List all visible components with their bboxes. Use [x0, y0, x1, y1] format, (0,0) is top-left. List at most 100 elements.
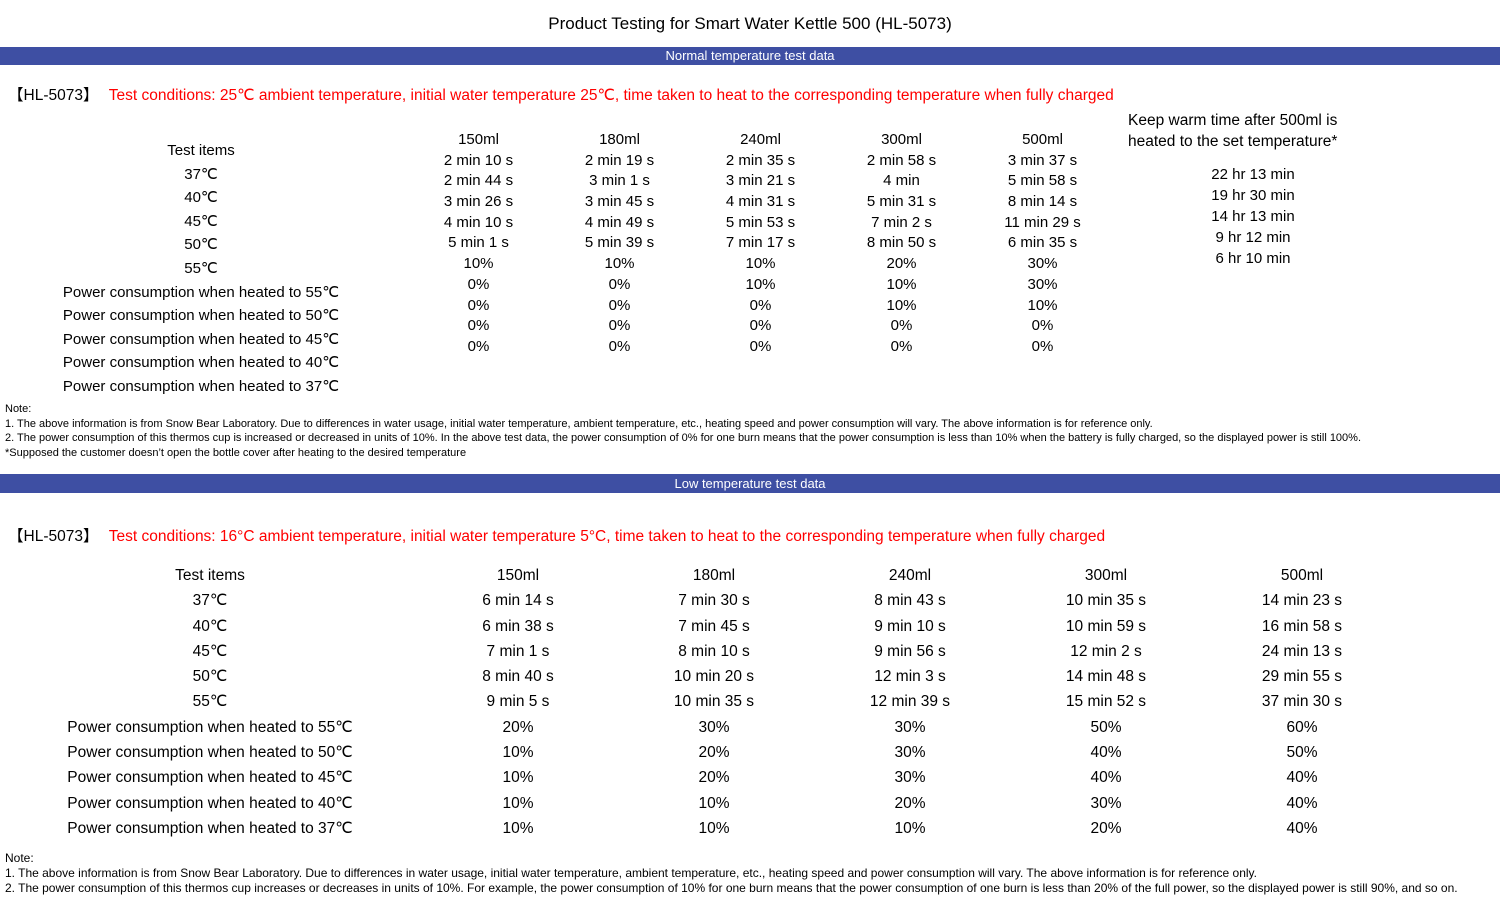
row-label: Power consumption when heated to 55℃ — [62, 283, 340, 301]
keep-warm-cell: 9 hr 12 min — [1215, 229, 1291, 246]
value-cell: 5 min 58 s — [1007, 172, 1078, 190]
value-cell: 20% — [894, 794, 926, 812]
volume-header: 240ml — [740, 131, 781, 148]
value-cell: 8 min 43 s — [874, 592, 946, 610]
value-cell: 10% — [604, 255, 635, 273]
value-cell: 50% — [1286, 744, 1318, 762]
table-row: 55℃ 9 min 5 s 10 min 35 s 12 min 39 s 15… — [0, 689, 1400, 714]
value-cell: 7 min 30 s — [678, 592, 750, 610]
value-cell: 30% — [894, 769, 926, 787]
value-cell: 30% — [1027, 255, 1058, 273]
volume-header: 150ml — [496, 567, 540, 584]
volume-header: 240ml — [888, 567, 932, 584]
row-label: Power consumption when heated to 50℃ — [67, 744, 353, 762]
page-title: Product Testing for Smart Water Kettle 5… — [548, 14, 952, 33]
value-cell: 9 min 5 s — [486, 693, 550, 711]
note-line: 2. The power consumption of this thermos… — [5, 881, 1458, 896]
row-label: 45℃ — [184, 212, 218, 230]
value-cell: 0% — [749, 296, 772, 314]
note-line: 1. The above information is from Snow Be… — [5, 417, 1153, 430]
row-label: 50℃ — [192, 668, 228, 686]
value-cell: 10 min 35 s — [673, 693, 755, 711]
keep-warm-cell: 19 hr 30 min — [1211, 187, 1295, 204]
value-cell: 8 min 14 s — [1007, 193, 1078, 211]
value-cell: 30% — [894, 718, 926, 736]
value-cell: 0% — [467, 296, 490, 314]
value-cell: 40% — [1286, 819, 1318, 837]
row-label: Power consumption when heated to 45℃ — [62, 330, 340, 348]
value-cell: 0% — [608, 275, 631, 293]
section-bar-normal-label: Normal temperature test data — [665, 48, 835, 63]
value-cell: 30% — [698, 718, 730, 736]
model-badge: 【HL-5073】 — [8, 87, 99, 104]
value-cell: 7 min 1 s — [486, 642, 550, 660]
value-cell: 10% — [1027, 296, 1058, 314]
value-cell: 2 min 44 s — [443, 172, 514, 190]
value-cell: 3 min 37 s — [1007, 151, 1078, 169]
value-cell: 20% — [502, 718, 534, 736]
test-conditions-normal-text: Test conditions: 25℃ ambient temperature… — [108, 87, 1114, 104]
note-line: Note: — [5, 403, 32, 415]
value-cell: 7 min 45 s — [678, 617, 750, 635]
value-cell: 0% — [749, 317, 772, 335]
value-cell: 7 min 2 s — [871, 213, 932, 231]
test-conditions-low-text: Test conditions: 16°C ambient temperatur… — [108, 528, 1106, 545]
value-cell: 5 min 53 s — [725, 213, 796, 231]
low-temp-table: Test items 150ml 180ml 240ml 300ml 500ml… — [0, 563, 1400, 841]
value-cell: 0% — [467, 337, 490, 355]
value-cell: 29 min 55 s — [1261, 668, 1343, 686]
value-cell: 0% — [467, 317, 490, 335]
value-cell: 20% — [1090, 819, 1122, 837]
value-cell: 0% — [467, 275, 490, 293]
normal-col-300ml: 300ml 2 min 58 s 4 min 5 min 31 s 7 min … — [831, 130, 972, 399]
table-row: 50℃ 8 min 40 s 10 min 20 s 12 min 3 s 14… — [0, 664, 1400, 689]
value-cell: 20% — [698, 769, 730, 787]
value-cell: 3 min 45 s — [584, 193, 655, 211]
value-cell: 10% — [698, 819, 730, 837]
row-label: 50℃ — [184, 236, 218, 254]
value-cell: 10 min 35 s — [1065, 592, 1147, 610]
row-label: 45℃ — [192, 642, 228, 660]
value-cell: 10% — [894, 819, 926, 837]
row-label: Power consumption when heated to 37℃ — [67, 819, 353, 837]
value-cell: 10% — [886, 296, 917, 314]
keep-warm-cell: 22 hr 13 min — [1211, 166, 1295, 183]
value-cell: 12 min 39 s — [869, 693, 951, 711]
value-cell: 10% — [886, 275, 917, 293]
row-label: Power consumption when heated to 50℃ — [62, 307, 340, 325]
value-cell: 3 min 1 s — [589, 172, 650, 190]
value-cell: 10% — [502, 769, 534, 787]
value-cell: 40% — [1286, 769, 1318, 787]
value-cell: 10% — [745, 255, 776, 273]
notes-low: Note: 1. The above information is from S… — [5, 851, 1458, 897]
normal-col-180ml: 180ml 2 min 19 s 3 min 1 s 3 min 45 s 4 … — [549, 130, 690, 399]
normal-col-240ml: 240ml 2 min 35 s 3 min 21 s 4 min 31 s 5… — [690, 130, 831, 399]
value-cell: 7 min 17 s — [725, 234, 796, 252]
value-cell: 6 min 35 s — [1007, 234, 1078, 252]
value-cell: 2 min 35 s — [725, 151, 796, 169]
keep-warm-cell: 6 hr 10 min — [1215, 250, 1291, 267]
value-cell: 10 min 59 s — [1065, 617, 1147, 635]
table-header-row: Test items 150ml 180ml 240ml 300ml 500ml — [0, 563, 1400, 588]
table-row: Power consumption when heated to 50℃ 10%… — [0, 740, 1400, 765]
volume-header: 300ml — [1084, 567, 1128, 584]
value-cell: 12 min 3 s — [874, 668, 946, 686]
value-cell: 4 min 31 s — [725, 193, 796, 211]
value-cell: 6 min 14 s — [482, 592, 554, 610]
test-conditions-normal: 【HL-5073】 Test conditions: 25℃ ambient t… — [8, 83, 1114, 105]
row-label: 40℃ — [192, 617, 228, 635]
value-cell: 37 min 30 s — [1261, 693, 1343, 711]
table-row: 37℃ 6 min 14 s 7 min 30 s 8 min 43 s 10 … — [0, 588, 1400, 613]
volume-header: 500ml — [1280, 567, 1324, 584]
row-label: 40℃ — [184, 189, 218, 207]
value-cell: 14 min 48 s — [1065, 668, 1147, 686]
value-cell: 0% — [1031, 317, 1054, 335]
value-cell: 12 min 2 s — [1070, 642, 1142, 660]
value-cell: 5 min 31 s — [866, 193, 937, 211]
row-label: Power consumption when heated to 37℃ — [62, 377, 340, 395]
value-cell: 4 min 49 s — [584, 213, 655, 231]
value-cell: 0% — [890, 337, 913, 355]
value-cell: 5 min 1 s — [448, 234, 509, 252]
volume-header: 180ml — [599, 131, 640, 148]
